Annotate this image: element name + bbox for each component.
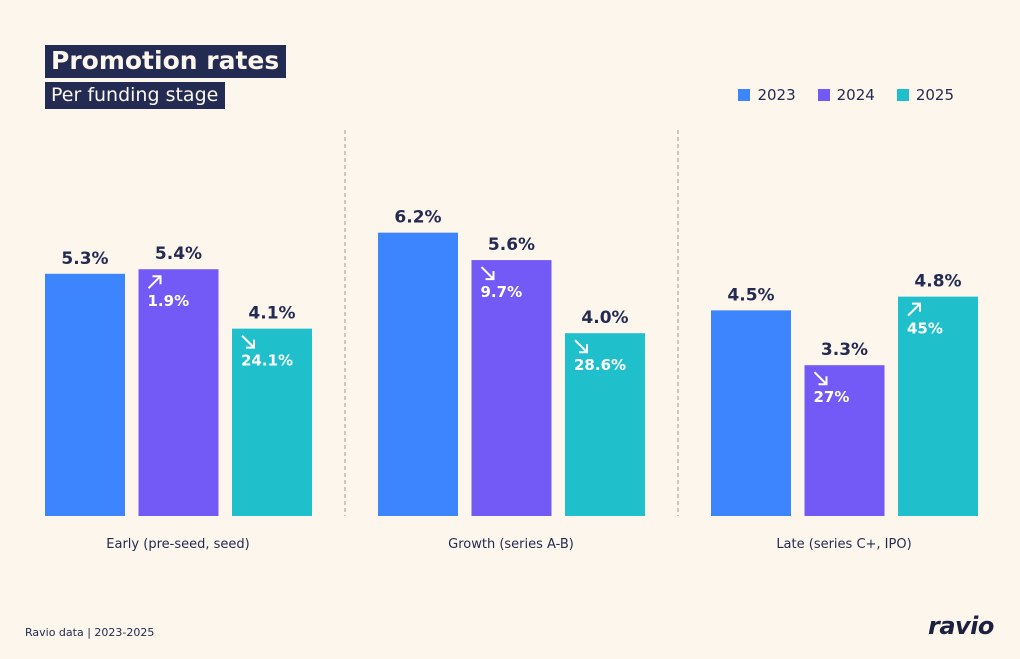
arrow-down-right-icon — [480, 266, 495, 281]
value-label: 4.8% — [914, 272, 961, 292]
bar-2024 — [471, 260, 552, 516]
chart-subtitle: Per funding stage — [45, 82, 226, 109]
arrow-down-right-icon — [241, 334, 255, 349]
legend-label: 2023 — [757, 86, 796, 104]
category-label: Early (pre-seed, seed) — [106, 537, 249, 552]
value-label: 6.2% — [394, 208, 441, 228]
legend: 2023 2024 2025 — [738, 86, 954, 104]
value-label: 3.3% — [821, 340, 868, 360]
legend-item-2024: 2024 — [817, 86, 875, 104]
category-label: Late (series C+, IPO) — [776, 537, 911, 552]
legend-swatch — [896, 89, 909, 101]
legend-swatch — [817, 89, 830, 101]
value-label: 5.4% — [155, 244, 202, 264]
bar-2024 — [804, 365, 885, 516]
value-label: 5.3% — [61, 249, 108, 269]
arrow-up-right-icon — [147, 275, 162, 289]
value-label: 5.6% — [488, 235, 535, 255]
ravio-logo: ravio — [928, 612, 994, 640]
bar-2023 — [45, 273, 125, 516]
legend-label: 2025 — [915, 86, 954, 104]
change-label: 28.6% — [574, 356, 626, 374]
footer-source: Ravio data | 2023-2025 — [25, 626, 155, 639]
bar-2025 — [565, 333, 645, 516]
change-label: 24.1% — [241, 352, 293, 370]
bar-2024 — [138, 269, 219, 516]
bar-2023 — [378, 232, 458, 516]
change-label: 9.7% — [481, 283, 523, 301]
value-label: 4.1% — [248, 304, 295, 324]
value-label: 4.5% — [727, 285, 774, 305]
legend-item-2023: 2023 — [738, 86, 796, 104]
change-label: 45% — [907, 320, 943, 338]
arrow-down-right-icon — [813, 371, 828, 386]
legend-swatch — [738, 89, 751, 101]
chart-title: Promotion rates — [45, 45, 287, 78]
legend-label: 2024 — [836, 86, 875, 104]
bar-2025 — [898, 296, 978, 516]
bar-2023 — [711, 310, 791, 516]
change-label: 27% — [814, 388, 850, 406]
bar-2025 — [232, 328, 312, 516]
arrow-up-right-icon — [907, 302, 921, 317]
change-label: 1.9% — [148, 292, 190, 310]
legend-item-2025: 2025 — [896, 86, 954, 104]
value-label: 4.0% — [581, 308, 628, 328]
arrow-down-right-icon — [574, 339, 588, 354]
category-label: Growth (series A-B) — [448, 537, 574, 552]
